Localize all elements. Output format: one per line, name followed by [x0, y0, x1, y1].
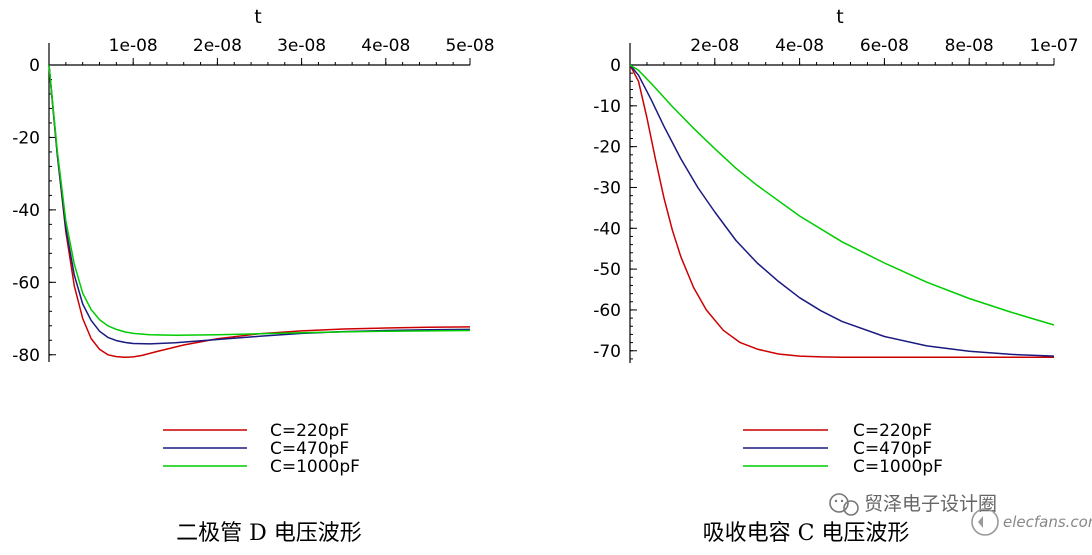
x-tick-label: 4e-08 — [775, 36, 824, 56]
x-tick-label: 3e-08 — [277, 36, 326, 56]
legend-label: C=1000pF — [270, 457, 360, 477]
series-line-c470pf — [48, 64, 471, 345]
watermark: 贸泽电子设计圈 elecfans.com — [829, 493, 1092, 536]
x-tick-label: 2e-08 — [193, 36, 242, 56]
y-tick-label: -50 — [593, 260, 621, 280]
x-axis-title: t — [254, 6, 261, 28]
series-line-c220pf — [629, 64, 1054, 359]
y-tick-label: 0 — [29, 56, 40, 76]
elecfans-logo-icon — [971, 508, 999, 536]
legend-label: C=470pF — [270, 439, 349, 459]
x-tick-label: 1e-07 — [1029, 36, 1078, 56]
legend-label: C=220pF — [853, 421, 932, 441]
y-tick-label: -20 — [593, 138, 621, 158]
chart-caption: 二极管 D 电压波形 — [176, 521, 362, 546]
watermark-text: 贸泽电子设计圈 — [864, 493, 997, 515]
series-line-c470pf — [629, 64, 1055, 357]
legend-label: C=220pF — [270, 421, 349, 441]
y-tick-label: -20 — [12, 128, 40, 148]
x-tick-label: 5e-08 — [445, 36, 494, 56]
x-tick-label: 2e-08 — [690, 36, 739, 56]
legend-label: C=470pF — [853, 439, 932, 459]
x-tick-label: 8e-08 — [945, 36, 994, 56]
y-tick-label: -80 — [12, 346, 40, 366]
capacitor-voltage-chart: 2e-08 4e-08 6e-08 8e-08 1e-07 0 -10 -20 -30 -40 -5… — [593, 6, 1078, 546]
legend-label: C=1000pF — [853, 457, 943, 477]
diode-voltage-chart: 1e-08 2e-08 3e-08 4e-08 5e-08 0 -20 -40 -60 -80 t C… — [12, 6, 494, 546]
x-axis-title: t — [836, 6, 843, 28]
y-tick-label: -60 — [593, 301, 621, 321]
y-tick-label: -10 — [593, 97, 621, 117]
series-line-c1000pf — [48, 64, 471, 336]
chart-caption: 吸收电容 C 电压波形 — [703, 521, 910, 546]
wechat-icon — [829, 493, 859, 516]
y-tick-label: 0 — [610, 56, 621, 76]
x-tick-label: 6e-08 — [860, 36, 909, 56]
y-tick-label: -40 — [593, 219, 621, 239]
x-tick-label: 4e-08 — [361, 36, 410, 56]
series-line-c220pf — [48, 64, 471, 359]
y-tick-label: -60 — [12, 273, 40, 293]
y-tick-label: -70 — [593, 342, 621, 362]
watermark-site: elecfans.com — [1003, 513, 1092, 531]
y-tick-label: -30 — [593, 178, 621, 198]
y-tick-label: -40 — [12, 201, 40, 221]
x-tick-label: 1e-08 — [109, 36, 158, 56]
series-line-c1000pf — [629, 64, 1055, 326]
